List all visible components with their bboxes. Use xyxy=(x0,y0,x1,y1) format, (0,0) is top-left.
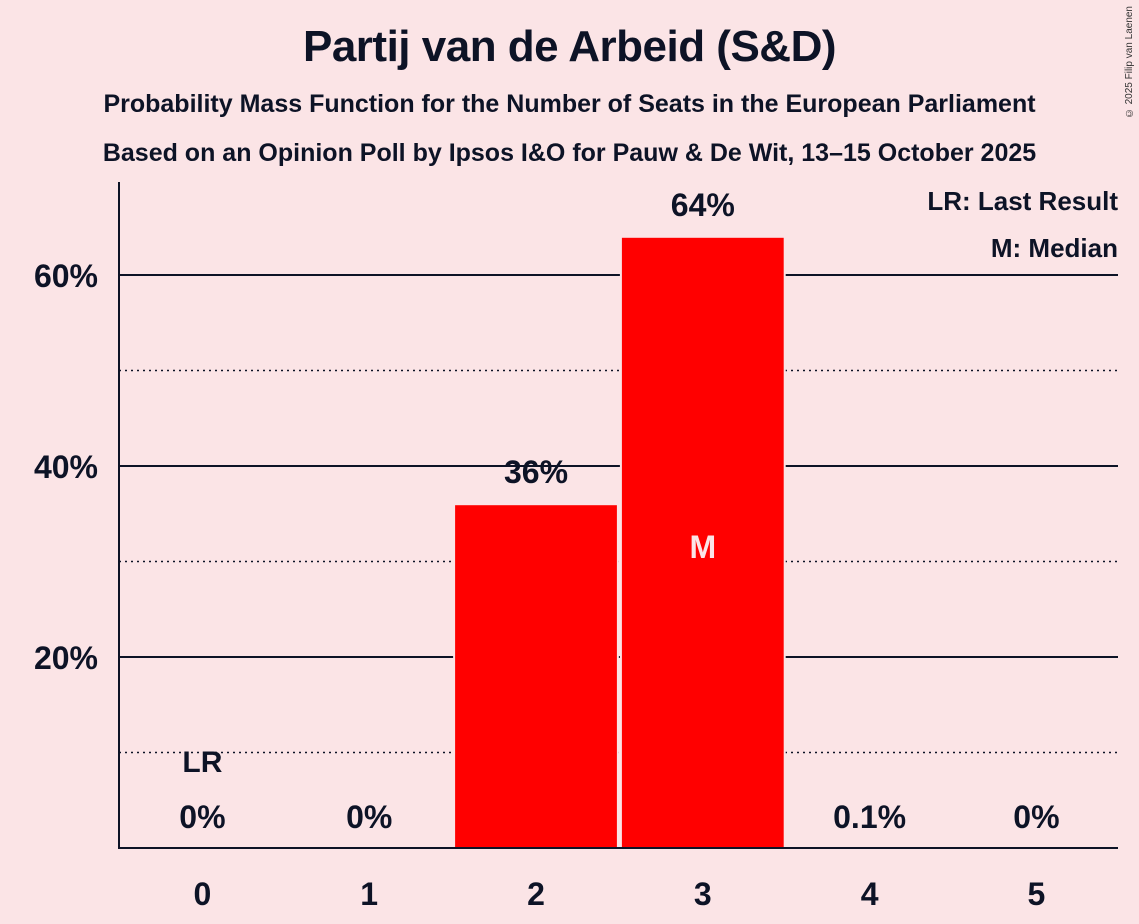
x-tick-label: 1 xyxy=(360,876,378,912)
value-label: 36% xyxy=(504,454,568,490)
last-result-marker: LR xyxy=(182,746,222,779)
chart-title: Partij van de Arbeid (S&D) xyxy=(302,22,837,71)
value-label: 0% xyxy=(346,799,392,835)
bar-2 xyxy=(453,503,619,849)
x-tick-label: 2 xyxy=(527,876,545,912)
x-tick-label: 3 xyxy=(694,876,712,912)
y-tick-label: 20% xyxy=(34,640,98,676)
value-label: 0.1% xyxy=(833,799,906,835)
x-tick-label: 4 xyxy=(861,876,879,912)
x-tick-label: 0 xyxy=(194,876,212,912)
chart-source: Based on an Opinion Poll by Ipsos I&O fo… xyxy=(102,139,1037,167)
value-label: 0% xyxy=(1013,799,1059,835)
legend-median: M: Median xyxy=(990,233,1118,263)
value-label: 0% xyxy=(179,799,225,835)
median-marker: M xyxy=(689,529,716,565)
value-label: 64% xyxy=(671,187,735,223)
chart-subtitle: Probability Mass Function for the Number… xyxy=(103,90,1036,118)
legend-last-result: LR: Last Result xyxy=(927,186,1118,216)
y-tick-label: 60% xyxy=(34,258,98,294)
y-tick-label: 40% xyxy=(34,449,98,485)
x-tick-label: 5 xyxy=(1028,876,1046,912)
bar-3 xyxy=(619,235,786,850)
